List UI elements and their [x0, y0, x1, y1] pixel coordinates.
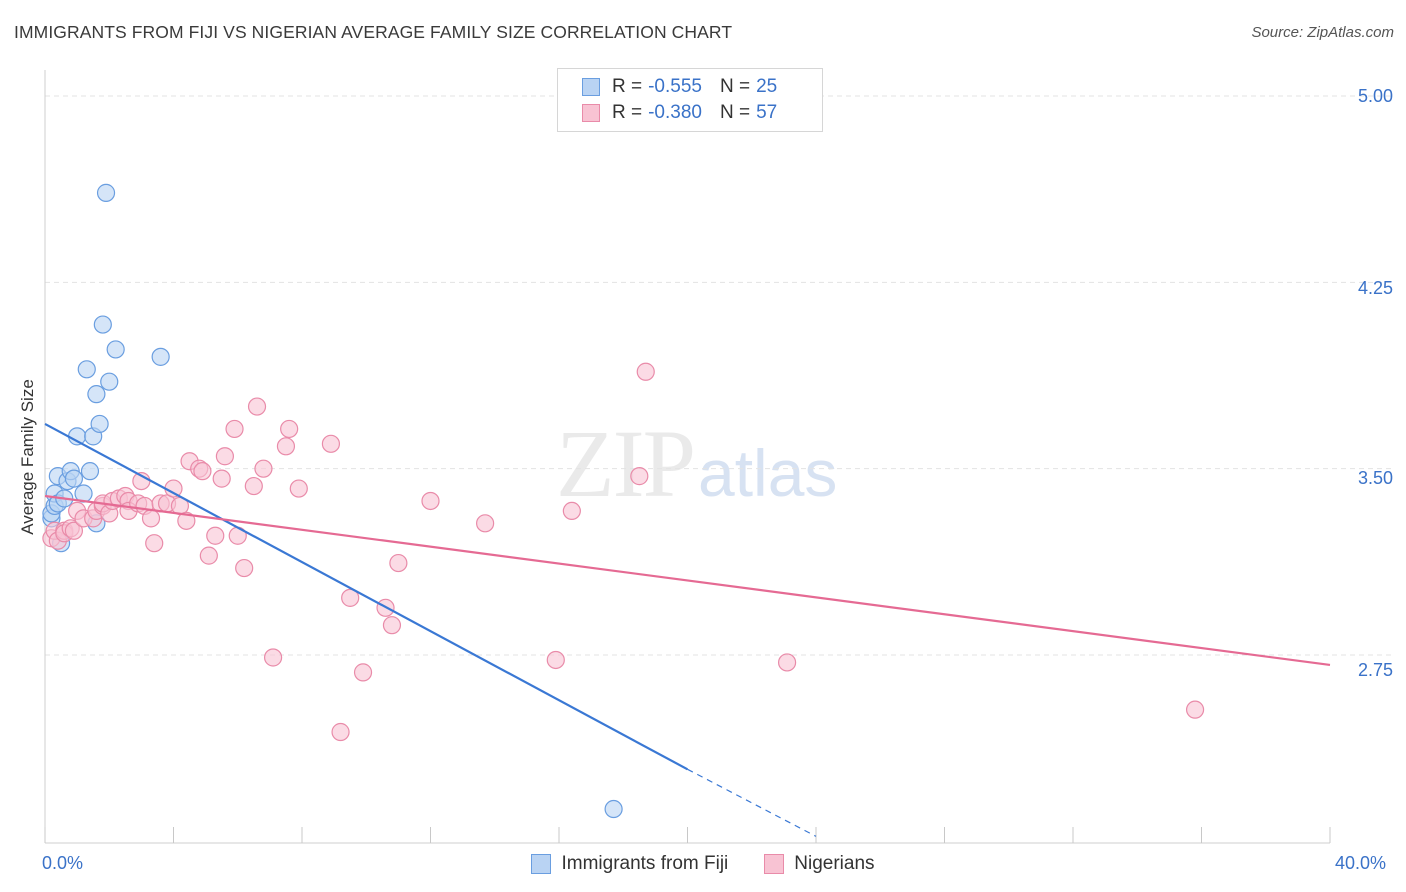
- point-nigerians-44: [280, 419, 299, 439]
- legend-swatch-fiji: [531, 854, 552, 874]
- point-nigerians-53: [421, 491, 440, 511]
- watermark-zip: ZIP: [556, 410, 696, 517]
- fiji-r-value: -0.555: [648, 76, 702, 97]
- point-fiji-22: [96, 183, 116, 202]
- point-nigerians-31: [193, 462, 212, 481]
- y-tick-label-3.50: 3.50: [1357, 468, 1393, 488]
- point-nigerians-51: [382, 616, 402, 635]
- point-nigerians-48: [341, 588, 360, 607]
- point-nigerians-45: [289, 479, 308, 498]
- point-nigerians-35: [215, 447, 234, 466]
- fiji-swatch: [582, 78, 600, 96]
- y-tick-label-4.25: 4.25: [1357, 278, 1393, 298]
- point-fiji-10: [64, 469, 84, 488]
- chart-legend: Immigrants from Fiji Nigerians: [0, 852, 1406, 876]
- point-nigerians-38: [235, 558, 254, 578]
- point-nigerians-49: [353, 663, 373, 682]
- fiji-n-value: 25: [756, 76, 778, 97]
- x-tick-label-min: 0.0%: [42, 853, 84, 873]
- point-fiji-14: [80, 462, 100, 481]
- point-nigerians-32: [199, 546, 218, 565]
- point-nigerians-34: [212, 469, 231, 488]
- legend-label-fiji: Immigrants from Fiji: [561, 853, 729, 874]
- legend-label-nigerians: Nigerians: [794, 853, 875, 874]
- legend-swatch-nigerians: [764, 854, 785, 874]
- point-nigerians-28: [177, 511, 196, 530]
- point-fiji-19: [93, 315, 112, 334]
- fiji-r-label: R =: [612, 76, 643, 97]
- point-nigerians-22: [141, 509, 161, 528]
- point-fiji-17: [87, 385, 106, 404]
- point-fiji-24: [604, 799, 623, 819]
- nigerians-swatch: [582, 104, 600, 122]
- point-fiji-20: [100, 372, 119, 391]
- point-nigerians-58: [630, 467, 649, 486]
- point-nigerians-54: [476, 514, 495, 533]
- point-nigerians-57: [636, 362, 655, 381]
- trendline-fiji: [44, 422, 689, 771]
- chart-title: IMMIGRANTS FROM FIJI VS NIGERIAN AVERAGE…: [14, 22, 733, 42]
- y-tick-label-5.00: 5.00: [1357, 86, 1393, 106]
- point-nigerians-26: [164, 479, 183, 498]
- trendline-nigerians: [44, 494, 1331, 667]
- nigerians-r-label: R =: [612, 102, 643, 123]
- point-nigerians-41: [254, 459, 273, 478]
- watermark: ZIPatlas: [556, 408, 837, 519]
- point-nigerians-56: [562, 501, 581, 521]
- nigerians-n-label: N =: [719, 102, 751, 123]
- y-axis-label: Average Family Size: [18, 379, 37, 535]
- y-tick-label-2.75: 2.75: [1357, 660, 1393, 680]
- point-nigerians-23: [145, 534, 164, 553]
- point-nigerians-60: [1185, 700, 1205, 719]
- legend-item-nigerians[interactable]: Nigerians: [764, 853, 875, 875]
- point-nigerians-47: [331, 722, 350, 742]
- point-nigerians-6: [64, 521, 84, 540]
- point-nigerians-59: [777, 653, 797, 672]
- stats-box: R = -0.555 N = 25 R = -0.380 N = 57: [557, 68, 823, 132]
- point-nigerians-40: [247, 397, 267, 416]
- nigerians-r-value: -0.380: [648, 102, 702, 123]
- point-fiji-23: [151, 347, 170, 366]
- point-nigerians-46: [321, 434, 341, 453]
- source-label: Source: ZipAtlas.com: [1251, 24, 1394, 41]
- point-nigerians-36: [225, 419, 244, 439]
- stats-row-nigerians: R = -0.380 N = 57: [582, 101, 777, 125]
- point-nigerians-42: [263, 648, 283, 667]
- legend-item-fiji[interactable]: Immigrants from Fiji: [531, 853, 728, 875]
- point-nigerians-43: [276, 437, 296, 456]
- point-nigerians-39: [244, 476, 263, 496]
- fiji-n-label: N =: [719, 76, 751, 97]
- stats-row-fiji: R = -0.555 N = 25: [582, 75, 777, 99]
- nigerians-n-value: 57: [756, 102, 778, 123]
- point-fiji-13: [77, 360, 96, 379]
- trendline-fiji-extension: [687, 768, 817, 837]
- point-fiji-18: [90, 414, 109, 434]
- point-nigerians-52: [389, 553, 408, 573]
- watermark-atlas: atlas: [698, 436, 838, 510]
- point-nigerians-33: [206, 526, 225, 545]
- point-fiji-21: [106, 340, 125, 359]
- point-nigerians-55: [546, 650, 565, 670]
- x-tick-label-max: 40.0%: [1335, 853, 1387, 873]
